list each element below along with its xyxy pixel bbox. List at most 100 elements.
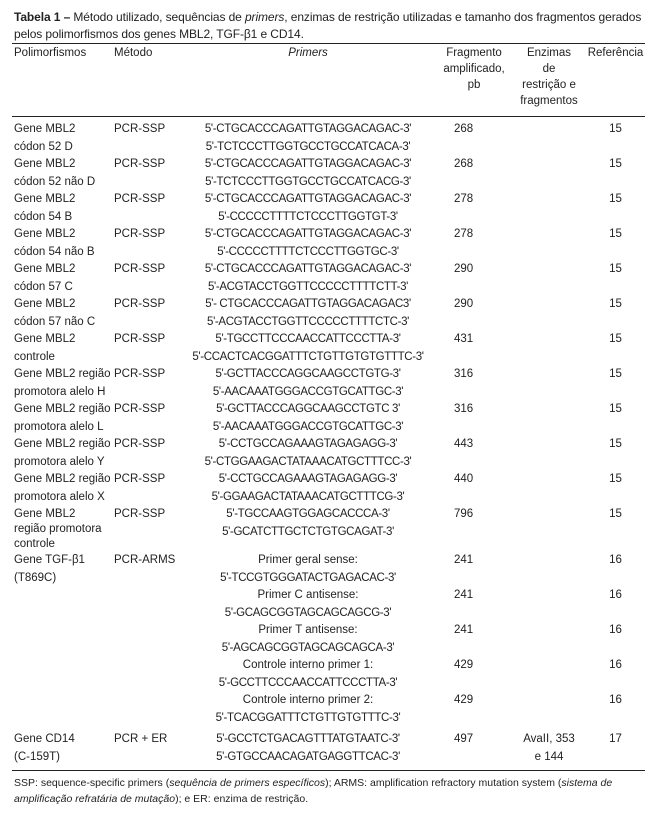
referencia-cell: 15 — [609, 473, 622, 485]
header-fragmento: Fragmento amplificado, pb — [436, 45, 512, 109]
fragmento-cell: 497 — [454, 733, 474, 745]
cell-line: 5'-CTGGAAGACTATAAACATGCTTTCC-3' — [204, 455, 412, 468]
fragmento-cell: 241 — [454, 554, 474, 566]
cell-line: 5'-CTGCACCCAGATTGTAGGACAGAC-3' — [204, 228, 412, 240]
header-line: fragmentos — [520, 95, 578, 107]
cell-line: Gene MBL2 — [14, 228, 76, 240]
table-row: Primer T antisense: 5'-AGCAGCGGTAGCAGCAGC… — [12, 622, 645, 657]
referencia-cell: 15 — [609, 508, 622, 520]
metodo-cell: PCR-SSP — [114, 508, 166, 520]
cell-line: 5'-AACAAATGGGACCGTGCATTGC-3' — [212, 385, 404, 398]
header-line: amplificado, — [443, 63, 505, 75]
header-referencia: Referência — [587, 47, 644, 59]
cell-line: Gene TGF-β1 — [14, 554, 85, 566]
fragmento-cell: 429 — [454, 694, 474, 706]
polimorfismo-cell: Gene MBL2 controle — [12, 331, 114, 366]
top-rule — [12, 43, 645, 44]
primers-cell: Primer C antisense: 5'-GCAGCGGTAGCAGCAGCG… — [180, 587, 436, 622]
cell-line: 5'-TGCCAAGTGGAGCACCCA-3' — [226, 508, 390, 520]
header-line: Enzimas — [526, 47, 572, 59]
enzimas-cell — [512, 121, 586, 156]
metodo-cell: PCR-SSP — [114, 263, 166, 275]
primer-label: Primer T antisense: — [258, 624, 358, 636]
metodo-cell: PCR-SSP — [114, 193, 166, 205]
metodo-cell: PCR-SSP — [114, 123, 166, 135]
cell-line: Gene MBL2 — [14, 508, 76, 520]
footnote-text: SSP: sequence-specific primers ( — [14, 777, 170, 789]
metodo-cell: PCR-SSP — [114, 368, 166, 380]
metodo-cell: PCR-SSP — [114, 438, 166, 450]
cell-line: Gene MBL2 região — [14, 438, 111, 450]
cell-line: 5'-GTGCCAACAGATGAGGTTCAC-3' — [216, 750, 400, 763]
primer-sequence: 5'-TCACGGATTTCTGTTGTGTTTC-3' — [215, 711, 401, 724]
cell-line: códon 52 não D — [14, 175, 96, 188]
polimorfismo-cell: Gene MBL2 região promotora controle — [12, 506, 114, 552]
cell-line: Gene MBL2 — [14, 193, 76, 205]
referencia-cell: 15 — [609, 298, 622, 310]
cell-line: 5'-CTGCACCCAGATTGTAGGACAGAC-3' — [204, 158, 412, 170]
polimorfismo-cell: Gene MBL2 região promotora alelo L — [12, 401, 114, 436]
header-enzimas: Enzimas de restrição e fragmentos — [512, 45, 586, 109]
cell-line: códon 54 B — [14, 210, 73, 223]
cell-line: 5'-ACGTACCTGGTTCCCCCTTTTCTT-3' — [207, 280, 409, 293]
polimorfismo-cell: Gene MBL2 região promotora alelo H — [12, 366, 114, 401]
caption-text: Método utilizado, sequências de — [70, 10, 245, 24]
referencia-cell: 15 — [609, 228, 622, 240]
polimorfismo-cell: Gene MBL2 códon 54 B — [12, 191, 114, 226]
polimorfismo-cell: Gene MBL2 códon 52 D — [12, 121, 114, 156]
fragmento-cell: 290 — [454, 298, 474, 310]
header-rule-row — [12, 109, 645, 117]
polimorfismo-cell: Gene MBL2 códon 52 não D — [12, 156, 114, 191]
table-row: Gene MBL2 região promotora alelo H PCR-SSP… — [12, 366, 645, 401]
cell-line: AvaII, 353 — [523, 733, 575, 745]
fragmento-cell: 241 — [454, 589, 474, 601]
cell-line: 5'-CCTGCCAGAAAGTAGAGAGG-3' — [218, 438, 398, 450]
referencia-cell: 16 — [609, 589, 622, 601]
table-row: Gene MBL2 região promotora alelo L PCR-SSP… — [12, 401, 645, 436]
referencia-cell: 16 — [609, 659, 622, 671]
table-row: Gene MBL2 controle PCR-SSP 5'-TGCCTTCCCAACC… — [12, 331, 645, 366]
caption-label: Tabela 1 – — [14, 10, 71, 24]
enzimas-cell — [512, 191, 586, 226]
header-metodo: Método — [114, 47, 153, 59]
footnote-text: ); e ER: enzima de restrição. — [175, 793, 309, 805]
enzimas-cell — [512, 331, 586, 366]
fragmento-cell: 440 — [454, 473, 474, 485]
primers-cell: Primer T antisense: 5'-AGCAGCGGTAGCAGCAGC… — [180, 622, 436, 657]
table-row: Gene MBL2 região promotora alelo Y PCR-SSP… — [12, 436, 645, 471]
primers-cell: 5'-CTGCACCCAGATTGTAGGACAGAC-3' 5'-TCTCCCT… — [180, 121, 436, 156]
referencia-cell: 15 — [609, 158, 622, 170]
table-row: Gene MBL2 região promotora alelo X PCR-SSP… — [12, 471, 645, 506]
referencia-cell: 16 — [609, 624, 622, 636]
metodo-cell: PCR-ARMS — [114, 554, 176, 566]
polimorfismo-cell: Gene MBL2 códon 57 não C — [12, 296, 114, 331]
cell-line: códon 52 D — [14, 140, 73, 153]
fragmento-cell: 278 — [454, 228, 474, 240]
fragmento-cell: 443 — [454, 438, 474, 450]
enzimas-cell — [512, 296, 586, 331]
table-row: Gene MBL2 códon 52 D PCR-SSP 5'-CTGCACCCAGA… — [12, 121, 645, 156]
cell-line: promotora alelo L — [14, 420, 104, 433]
cell-line: 5'-TGCCTTCCCAACCATTCCCTTA-3' — [215, 333, 401, 345]
cell-line: códon 54 não B — [14, 245, 95, 258]
cell-line: Gene MBL2 — [14, 298, 76, 310]
fragmento-cell: 278 — [454, 193, 474, 205]
table-row: Gene TGF-β1 (T869C) PCR-ARMS Primer geral s… — [12, 552, 645, 587]
cell-line: e 144 — [534, 750, 564, 763]
enzimas-cell — [512, 156, 586, 191]
cell-line: Gene CD14 — [14, 733, 75, 745]
cell-line: Gene MBL2 — [14, 333, 76, 345]
bottom-rule — [12, 770, 645, 771]
primer-sequence: 5'-GCCTTCCCAACCATTCCCTTA-3' — [218, 676, 398, 689]
fragmento-cell: 268 — [454, 123, 474, 135]
metodo-cell: PCR + ER — [114, 733, 168, 745]
cell-line: Gene MBL2 região — [14, 473, 111, 485]
primer-sequence: 5'-GCAGCGGTAGCAGCAGCG-3' — [224, 606, 392, 619]
enzimas-cell — [512, 692, 586, 727]
cell-line: 5'-GCTTACCCAGGCAAGCCTGTG-3' — [215, 368, 401, 380]
cell-line: Gene MBL2 — [14, 123, 76, 135]
enzimas-cell — [512, 226, 586, 261]
primers-cell: 5'- CTGCACCCAGATTGTAGGACAGAC3' 5'-ACGTACC… — [180, 296, 436, 331]
primer-sequence: 5'-TCCGTGGGATACTGAGACAC-3' — [220, 571, 396, 584]
metodo-cell: PCR-SSP — [114, 473, 166, 485]
